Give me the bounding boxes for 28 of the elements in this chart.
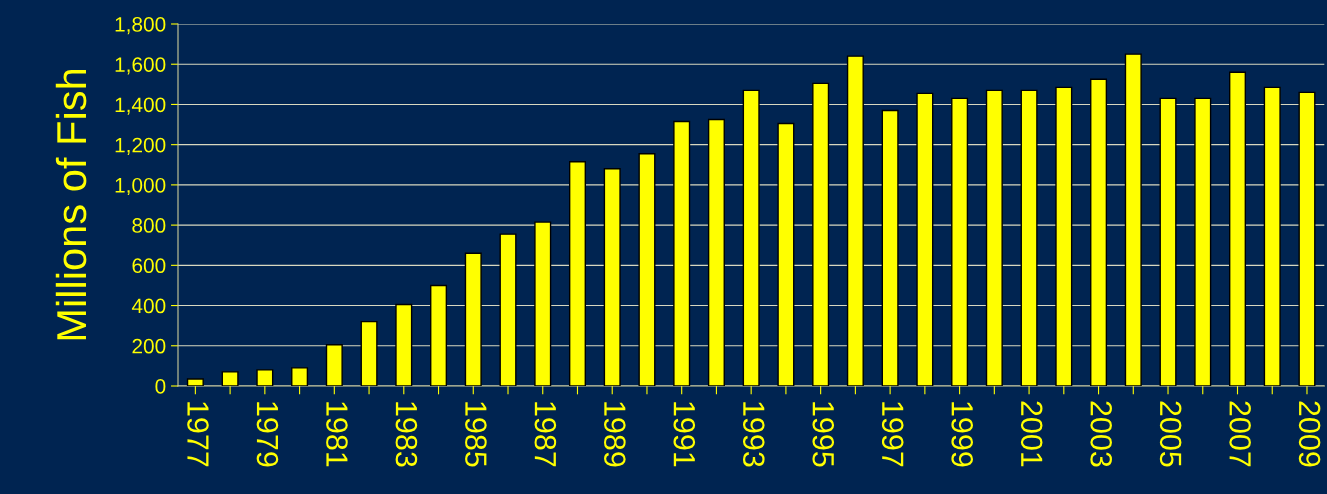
y-tick-label: 1,600 — [115, 57, 166, 75]
x-tick-label: 1977 — [187, 402, 209, 467]
y-tick-label: 800 — [132, 218, 166, 233]
x-tick-label: 1995 — [812, 402, 835, 467]
x-tick-label: 1997 — [881, 402, 904, 467]
y-tick-label: 600 — [132, 258, 166, 274]
y-tick-label: 0 — [155, 379, 166, 394]
y-tick-label: 1,000 — [115, 177, 166, 196]
x-tick-label: 1993 — [742, 402, 765, 467]
y-tick-label: 1,800 — [115, 17, 166, 35]
x-tick-label: 1987 — [534, 402, 557, 467]
y-tick-label: 200 — [132, 338, 166, 354]
x-tick-label: 1981 — [326, 402, 348, 467]
x-tick-label: 1979 — [256, 402, 279, 467]
y-tick-label: 400 — [131, 298, 166, 314]
x-tick-label: 1985 — [465, 402, 487, 467]
x-tick-label: 2005 — [1159, 401, 1182, 467]
x-tick-label: 2003 — [1090, 401, 1112, 467]
x-tick-label: 1983 — [395, 402, 418, 467]
x-tick-label: 1991 — [673, 402, 696, 467]
y-axis-title: Millions of Fish — [55, 69, 87, 340]
x-tick-label: 2007 — [1229, 401, 1251, 467]
y-tick-label: 1,400 — [115, 97, 166, 115]
x-tick-label: 2001 — [1020, 401, 1043, 467]
x-tick-label: 1999 — [951, 402, 974, 467]
y-tick-label: 1,200 — [115, 137, 166, 155]
x-tick-label: 2009 — [1298, 401, 1321, 467]
x-tick-label: 1989 — [604, 402, 626, 467]
